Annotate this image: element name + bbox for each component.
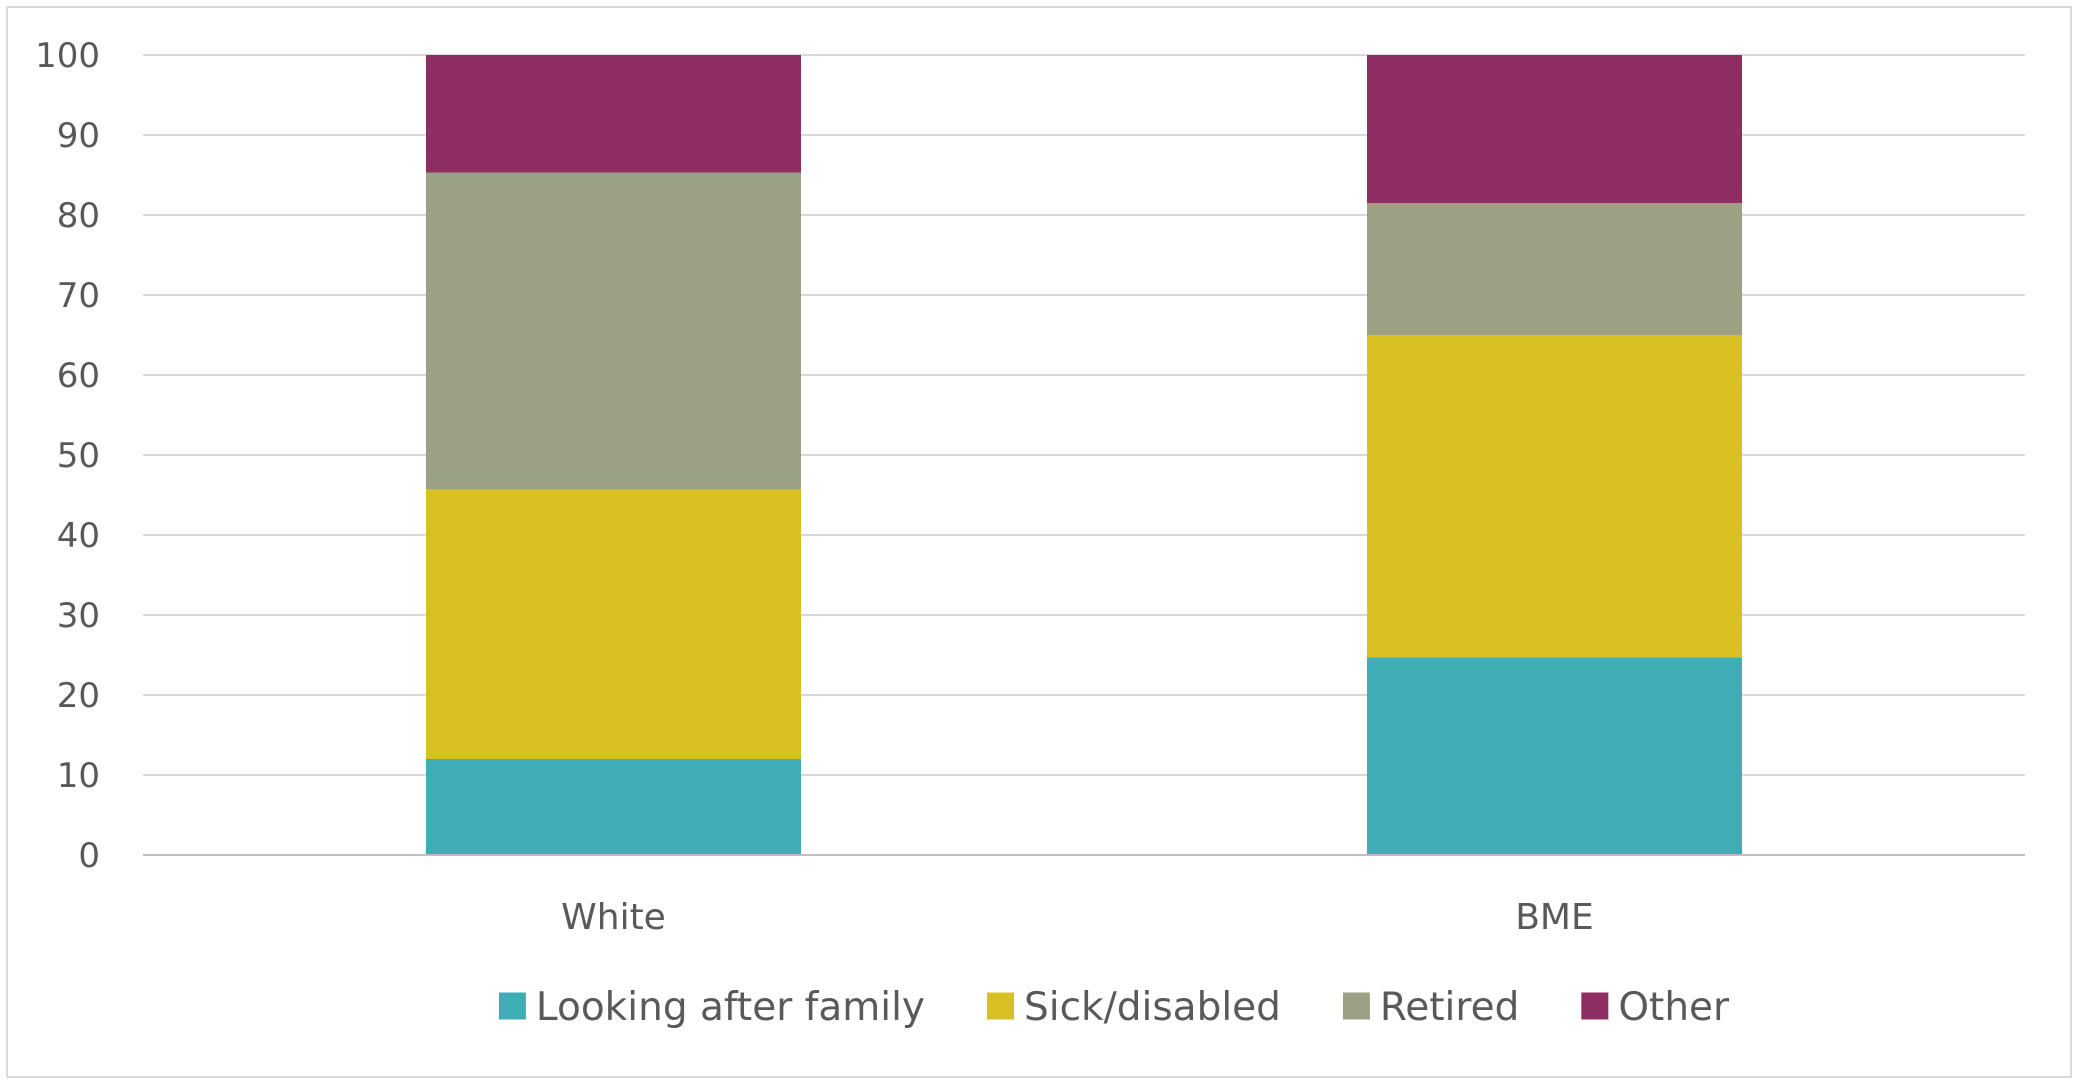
y-tick-label-40: 40 [57,516,100,556]
bar-white-sick-disabled [426,489,801,759]
legend-item-sick-disabled: Sick/disabled [987,985,1281,1030]
legend-item-looking-after-family: Looking after family [498,985,925,1030]
legend-label: Other [1618,985,1730,1030]
bar-bme-other [1367,55,1742,203]
y-tick-label-60: 60 [57,356,100,396]
legend-item-other: Other [1581,985,1730,1030]
bar-white-other [426,55,801,173]
y-tick-label-90: 90 [57,116,100,156]
y-tick-label-50: 50 [57,436,100,476]
bar-bme-retired [1367,203,1742,335]
legend-swatch [1342,992,1370,1020]
bar-bme-sick-disabled [1367,335,1742,658]
legend: Looking after family Sick/disabled Retired… [498,985,1730,1030]
y-tick-label-70: 70 [57,276,100,316]
legend-swatch [498,992,526,1020]
legend-label: Looking after family [536,985,925,1030]
y-tick-label-10: 10 [57,756,100,796]
bar-white-looking-after-family [426,759,801,855]
gridlines [143,54,2025,776]
legend-item-retired: Retired [1342,985,1519,1030]
bars [426,55,1742,855]
axes: 0 10 20 30 40 50 60 70 80 90 100 White BME [35,36,2025,938]
legend-swatch [1581,992,1609,1020]
bar-white-retired [426,172,801,490]
y-tick-label-100: 100 [35,36,100,76]
y-tick-label-80: 80 [57,196,100,236]
y-tick-label-30: 30 [57,596,100,636]
legend-label: Retired [1380,985,1519,1030]
x-category-label-white: White [561,897,666,938]
legend-swatch [987,992,1015,1020]
bar-bme-looking-after-family [1367,657,1742,855]
legend-label: Sick/disabled [1024,985,1281,1030]
x-category-label-bme: BME [1515,897,1594,938]
y-tick-label-0: 0 [78,836,100,876]
y-tick-label-20: 20 [57,676,100,716]
